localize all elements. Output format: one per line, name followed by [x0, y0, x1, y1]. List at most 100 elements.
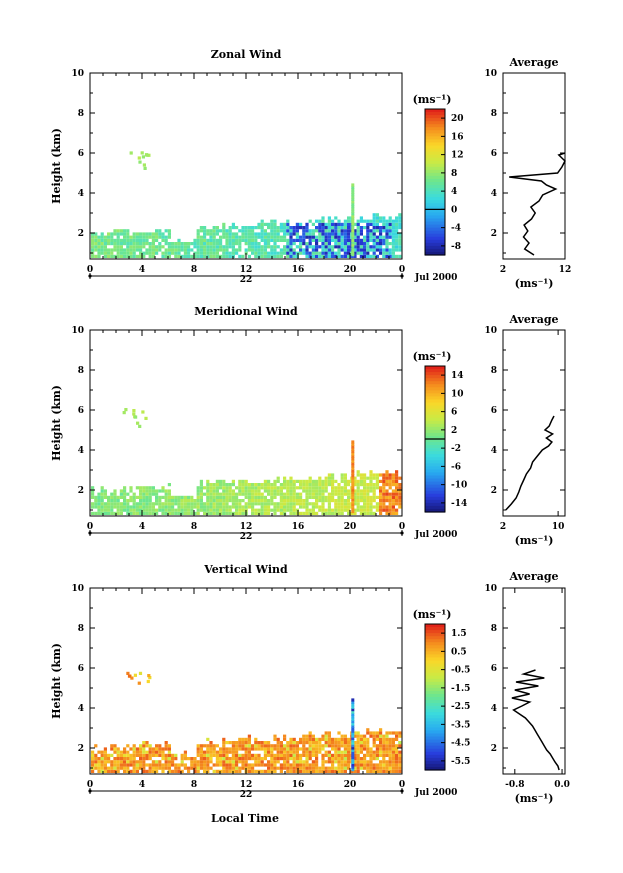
colorbar-tick-label: 0.5	[451, 647, 467, 657]
colorbar-segment	[425, 445, 445, 449]
date-axis-dot	[88, 274, 92, 278]
colorbar-segment	[425, 182, 445, 186]
heatmap-cells	[91, 408, 402, 515]
colorbar-tick-label: 10	[451, 389, 464, 399]
x-tick-label: 12	[240, 522, 253, 532]
colorbar-segment	[425, 121, 445, 125]
colorbar-segment	[425, 118, 445, 122]
x-tick-label: 12	[240, 780, 253, 790]
average-profile-line	[505, 415, 555, 511]
colorbar-segment	[425, 151, 445, 156]
y-tick-label: 4	[78, 446, 84, 456]
colorbar-segment	[425, 236, 445, 241]
average-y-tick-label: 4	[491, 446, 497, 456]
colorbar-segment	[425, 469, 445, 474]
colorbar-segment	[425, 417, 445, 422]
colorbar-segment	[425, 194, 445, 198]
colorbar-segment	[425, 487, 445, 492]
x-tick-label: 20	[344, 265, 357, 275]
colorbar-segment	[425, 396, 445, 401]
colorbar-segment	[425, 687, 445, 692]
colorbar-tick-label: -5.5	[451, 757, 470, 767]
colorbar-segment	[425, 139, 445, 144]
average-x-tick-label: -0.8	[505, 780, 524, 790]
colorbar-unit: (ms⁻¹)	[413, 608, 452, 621]
colorbar-segment	[425, 133, 445, 137]
y-axis-label: Height (km)	[50, 385, 63, 461]
colorbar-segment	[425, 727, 445, 732]
x-tick-label: 0	[399, 780, 405, 790]
average-x-label: (ms⁻¹)	[515, 534, 554, 547]
y-tick-label: 10	[71, 326, 84, 336]
colorbar-segment	[425, 390, 445, 394]
colorbar-segment	[425, 439, 445, 443]
colorbar-segment	[425, 154, 445, 159]
colorbar-segment	[425, 169, 445, 174]
x-tick-label: 4	[139, 780, 145, 790]
colorbar-segment	[425, 493, 445, 498]
colorbar-segment	[425, 715, 445, 719]
y-tick-label: 8	[78, 366, 84, 376]
date-label: Jul 2000	[414, 273, 457, 283]
colorbar-segment	[425, 448, 445, 452]
colorbar-segment	[425, 675, 445, 680]
colorbar-segment	[425, 435, 445, 440]
average-frame	[502, 72, 566, 260]
average-y-tick-label: 6	[491, 406, 497, 416]
average-y-tick-label: 8	[491, 624, 497, 634]
y-tick-label: 4	[78, 704, 84, 714]
average-y-tick-label: 8	[491, 366, 497, 376]
colorbar-segment	[425, 203, 445, 207]
colorbar-segment	[425, 678, 445, 683]
colorbar-segment	[425, 200, 445, 204]
date-axis-dot	[400, 274, 404, 278]
colorbar-unit: (ms⁻¹)	[413, 350, 452, 363]
colorbar-segment	[425, 630, 445, 634]
colorbar-tick-label: -0.5	[451, 666, 470, 676]
y-tick-label: 2	[78, 229, 84, 239]
x-tick-label: 0	[87, 265, 93, 275]
colorbar-segment	[425, 387, 445, 391]
colorbar-segment	[425, 733, 445, 738]
colorbar-segment	[425, 742, 445, 747]
colorbar-segment	[425, 405, 445, 410]
x-tick-label: 20	[344, 522, 357, 532]
average-profile-line	[509, 152, 566, 256]
colorbar-segment	[425, 191, 445, 195]
colorbar-segment	[425, 739, 445, 744]
average-y-tick-label: 6	[491, 149, 497, 159]
average-x-tick-label: 12	[559, 265, 572, 275]
colorbar-segment	[425, 432, 445, 437]
colorbar-segment	[425, 721, 445, 725]
colorbar-segment	[425, 115, 445, 119]
panel-title: Zonal Wind	[211, 48, 282, 61]
colorbar-segment	[425, 730, 445, 735]
colorbar-segment	[425, 233, 445, 238]
colorbar-segment	[425, 454, 445, 458]
colorbar-segment	[425, 736, 445, 741]
colorbar-segment	[425, 178, 445, 183]
colorbar-tick-label: 12	[451, 151, 464, 161]
average-x-tick-label: 10	[552, 522, 565, 532]
colorbar-segment	[425, 160, 445, 165]
average-x-label: (ms⁻¹)	[515, 792, 554, 805]
colorbar-segment	[425, 475, 445, 480]
colorbar-frame	[424, 623, 446, 771]
colorbar-segment	[425, 130, 445, 134]
colorbar-segment	[425, 426, 445, 431]
y-tick-label: 6	[78, 149, 84, 159]
colorbar-segment	[425, 188, 445, 192]
colorbar-segment	[425, 112, 445, 116]
colorbar-segment	[425, 684, 445, 689]
colorbar-tick-label: 2	[451, 426, 457, 436]
colorbar-segment	[425, 757, 445, 762]
date-axis-dot	[88, 789, 92, 793]
average-x-tick-label: 0.0	[554, 780, 570, 790]
average-profile-line	[511, 669, 560, 771]
x-tick-label: 0	[87, 522, 93, 532]
colorbar-segment	[425, 627, 445, 631]
average-y-tick-label: 10	[484, 326, 497, 336]
x-tick-label: 8	[191, 780, 197, 790]
